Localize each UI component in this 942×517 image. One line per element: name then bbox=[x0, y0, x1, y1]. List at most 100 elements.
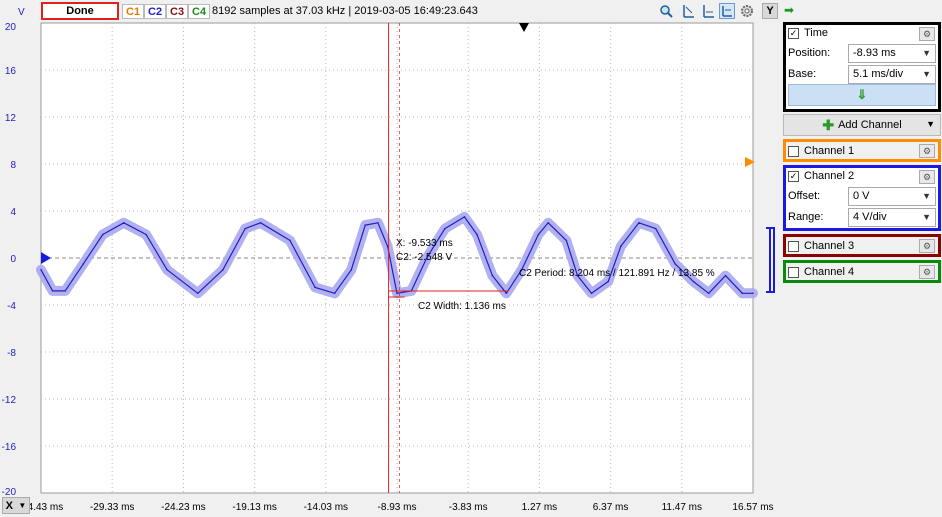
y-axis-unit: V bbox=[18, 7, 25, 18]
plus-icon: ✚ bbox=[822, 116, 835, 133]
trace-point bbox=[40, 268, 42, 271]
trace-point bbox=[444, 227, 446, 230]
trace-point bbox=[289, 239, 291, 242]
trace-point bbox=[547, 221, 549, 224]
trace-point bbox=[425, 257, 428, 259]
channel-tab-c4[interactable]: C4 bbox=[188, 4, 211, 19]
channel-1-toggle[interactable]: Channel 1 bbox=[788, 145, 854, 157]
trace-point bbox=[333, 292, 336, 295]
channel-2-checkbox[interactable]: ✓ bbox=[788, 170, 799, 182]
offset-label: Offset: bbox=[788, 190, 821, 202]
trace-point bbox=[752, 292, 754, 295]
trace-point bbox=[638, 221, 640, 224]
right-arrow-icon[interactable]: ➡ bbox=[784, 3, 795, 17]
trace-point bbox=[259, 221, 262, 224]
trace-point bbox=[654, 227, 657, 230]
trace-point bbox=[377, 221, 379, 224]
channel-tab-c2[interactable]: C2 bbox=[144, 4, 167, 19]
y-tick-label: -16 bbox=[2, 442, 17, 453]
trace-point bbox=[476, 233, 478, 236]
trace-point bbox=[166, 268, 168, 271]
channel-4-panel bbox=[783, 260, 941, 283]
channel-1-settings-icon[interactable]: ⚙ bbox=[919, 144, 935, 158]
x-tick-label: -34.43 ms bbox=[19, 502, 63, 513]
position-select[interactable]: -8.93 ms ▼ bbox=[848, 44, 936, 63]
x-tick-label: 16.57 ms bbox=[732, 502, 773, 513]
trace-point bbox=[145, 233, 147, 236]
channel-3-label: Channel 3 bbox=[804, 240, 855, 252]
trace-point bbox=[396, 292, 398, 295]
cursor-time-icon[interactable] bbox=[680, 3, 696, 19]
trace-point bbox=[350, 268, 353, 271]
time-checkbox[interactable]: ✓ bbox=[788, 27, 799, 39]
offset-select[interactable]: 0 V ▼ bbox=[848, 187, 936, 206]
run-state-button[interactable]: Done bbox=[41, 2, 119, 20]
base-select[interactable]: 5.1 ms/div ▼ bbox=[848, 65, 936, 84]
add-channel-button[interactable]: ✚ Add Channel ▼ bbox=[783, 114, 941, 136]
x-tick-label: -3.83 ms bbox=[449, 502, 488, 513]
trace-point bbox=[537, 233, 540, 236]
measurement-cursors[interactable] bbox=[388, 23, 775, 493]
trace-point bbox=[607, 280, 610, 283]
trace-point bbox=[619, 245, 622, 248]
c2-offset-marker[interactable] bbox=[41, 252, 51, 264]
channel-4-toggle[interactable]: Channel 4 bbox=[788, 266, 854, 278]
channel-3-toggle[interactable]: Channel 3 bbox=[788, 240, 854, 252]
acquisition-status: 8192 samples at 37.03 kHz | 2019-03-05 1… bbox=[212, 5, 478, 17]
trace-point bbox=[364, 224, 367, 226]
trace-point bbox=[520, 268, 523, 271]
x-tick-label: 11.47 ms bbox=[662, 502, 702, 513]
zoom-icon[interactable] bbox=[658, 3, 674, 19]
trigger-position-marker[interactable] bbox=[519, 23, 529, 32]
y-tick-label: 12 bbox=[5, 113, 17, 124]
x-tick-label: -19.13 ms bbox=[232, 502, 276, 513]
trace-point bbox=[463, 216, 466, 218]
channel-4-label: Channel 4 bbox=[804, 266, 855, 278]
x-axis-button[interactable]: X ▼ bbox=[2, 497, 30, 514]
channel-2-toggle[interactable]: ✓ Channel 2 bbox=[788, 170, 854, 182]
x-tick-label: 6.37 ms bbox=[593, 502, 629, 513]
x-tick-label: 1.27 ms bbox=[522, 502, 558, 513]
cursor-level-icon[interactable] bbox=[700, 3, 716, 19]
channel-3-settings-icon[interactable]: ⚙ bbox=[919, 239, 935, 253]
trace-point bbox=[692, 280, 695, 283]
time-settings-icon[interactable]: ⚙ bbox=[919, 27, 935, 41]
time-title: Time bbox=[804, 27, 829, 39]
axis-labels: -34.43 ms -29.33 ms -24.23 ms -19.13 ms -14.… bbox=[2, 22, 774, 513]
channel-3-panel bbox=[783, 234, 941, 257]
trigger-level-marker[interactable] bbox=[745, 157, 755, 167]
channel-4-checkbox[interactable] bbox=[788, 266, 799, 278]
y-tick-label: 20 bbox=[5, 22, 17, 33]
oscilloscope-plot[interactable]: -34.43 ms -29.33 ms -24.23 ms -19.13 ms -14.… bbox=[0, 0, 780, 517]
trace-point bbox=[707, 292, 710, 295]
channel-1-label: Channel 1 bbox=[804, 145, 855, 157]
chevron-down-icon: ▼ bbox=[926, 119, 935, 129]
y-tick-label: 4 bbox=[10, 207, 16, 218]
y-tick-label: -8 bbox=[7, 348, 16, 359]
position-label: Position: bbox=[788, 47, 831, 59]
trace-point bbox=[724, 274, 727, 277]
channel-4-settings-icon[interactable]: ⚙ bbox=[919, 265, 935, 279]
y-axis-button[interactable]: Y bbox=[762, 3, 778, 19]
trace-point bbox=[565, 239, 568, 242]
settings-gear-icon[interactable] bbox=[739, 3, 755, 19]
channel-2-settings-icon[interactable]: ⚙ bbox=[919, 170, 935, 184]
channel-1-checkbox[interactable] bbox=[788, 145, 799, 157]
trace-point bbox=[505, 292, 508, 295]
trace-point bbox=[491, 274, 494, 277]
range-select[interactable]: 4 V/div ▼ bbox=[848, 208, 936, 227]
trace-point bbox=[244, 227, 247, 230]
trace-point bbox=[51, 290, 54, 292]
c2-period-readout: C2 Period: 8.204 ms / 121.891 Hz / 13.85… bbox=[519, 268, 715, 279]
y-tick-label: 0 bbox=[10, 254, 16, 265]
channel-tab-c1[interactable]: C1 bbox=[122, 4, 145, 19]
apply-time-button[interactable]: ⇓ bbox=[788, 84, 936, 106]
channel-3-checkbox[interactable] bbox=[788, 240, 799, 252]
trace-point bbox=[590, 292, 593, 295]
time-toggle[interactable]: ✓ Time bbox=[788, 27, 828, 39]
cursor-c2-readout: C2: -2.548 V bbox=[396, 252, 452, 263]
x-tick-label: -24.23 ms bbox=[161, 502, 205, 513]
channel-tab-c3[interactable]: C3 bbox=[166, 4, 189, 19]
channel-2-label: Channel 2 bbox=[804, 170, 855, 182]
cursor-toggle-icon[interactable] bbox=[719, 3, 735, 19]
